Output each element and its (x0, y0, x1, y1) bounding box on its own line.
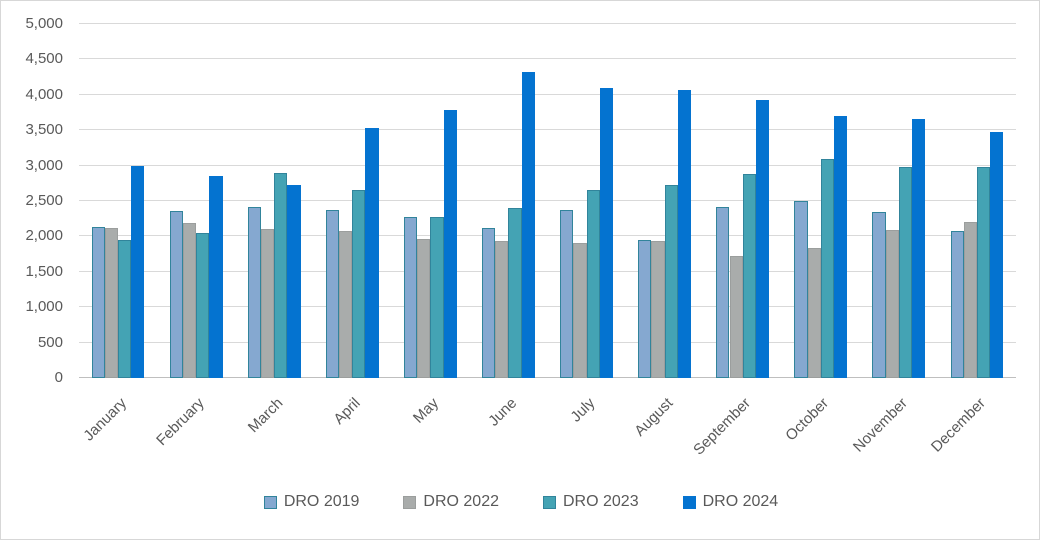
bar-dro-2023-february (196, 232, 210, 378)
legend-label-dro-2019: DRO 2019 (283, 493, 360, 510)
gridline (79, 341, 1016, 343)
gridline (79, 129, 1016, 131)
gridline (79, 23, 1016, 24)
bar-dro-2019-december (950, 231, 964, 378)
x-axis-label-october: October (782, 394, 833, 445)
bar-dro-2023-may (430, 217, 444, 378)
bar-dro-2019-november (872, 212, 886, 378)
bar-dro-2023-november (898, 167, 913, 378)
bar-dro-2022-october (807, 247, 821, 378)
bar-dro-2023-december (976, 167, 991, 378)
bar-dro-2024-december (990, 132, 1004, 378)
gridline (79, 200, 1016, 201)
y-axis-tick-label: 1,000 (25, 298, 63, 316)
bar-dro-2019-september (716, 206, 730, 378)
y-axis-tick-label: 3,000 (25, 156, 63, 174)
bar-dro-2024-july (599, 87, 613, 378)
bar-dro-2023-september (742, 174, 756, 378)
legend-swatch-dro-2019-icon (263, 495, 277, 509)
gridline (79, 58, 1016, 60)
bar-dro-2024-october (833, 116, 848, 378)
legend-item-dro-2019: DRO 2019 (263, 493, 360, 511)
bar-dro-2022-april (339, 231, 353, 378)
bar-dro-2024-april (365, 128, 379, 378)
x-axis-label-june: June (485, 394, 521, 430)
bar-dro-2019-august (638, 239, 652, 378)
bar-dro-2022-may (417, 239, 431, 378)
plot-area (79, 23, 1016, 378)
bar-dro-2023-june (508, 208, 522, 378)
bar-dro-2022-september (729, 255, 743, 378)
x-axis-line (79, 377, 1016, 378)
legend-item-dro-2022: DRO 2022 (403, 493, 499, 511)
bar-dro-2019-may (403, 216, 418, 378)
y-axis-tick-label: 3,500 (25, 121, 63, 139)
bar-dro-2023-august (664, 184, 678, 378)
bar-dro-2019-june (482, 227, 496, 378)
bar-dro-2019-march (247, 206, 261, 378)
gridline (79, 93, 1016, 95)
gridline (79, 270, 1016, 272)
y-axis-tick-label: 2,000 (25, 227, 63, 245)
gridline (79, 306, 1016, 308)
bar-dro-2022-february (182, 222, 197, 378)
x-axis-label-december: December (927, 394, 989, 456)
gridline (79, 235, 1016, 237)
bar-dro-2019-january (91, 226, 105, 378)
bar-dro-2024-november (912, 118, 926, 378)
x-axis-label-august: August (631, 394, 677, 440)
x-axis-label-march: March (244, 394, 286, 437)
bar-dro-2022-january (104, 227, 119, 378)
bar-dro-2019-july (560, 209, 574, 378)
legend: DRO 2019 DRO 2022 DRO 2023 DRO 2024 (1, 493, 1039, 511)
bar-dro-2019-february (169, 210, 183, 378)
bar-dro-2022-march (261, 229, 275, 378)
bar-dro-2022-june (495, 241, 509, 378)
x-axis-label-may: May (409, 394, 443, 427)
y-axis-tick-label: 0 (54, 369, 63, 386)
bar-dro-2024-september (755, 99, 770, 378)
bar-dro-2024-august (677, 89, 691, 378)
y-axis-tick-label: 4,500 (25, 50, 63, 68)
y-axis-tick-label: 500 (37, 333, 63, 351)
legend-label-dro-2022: DRO 2022 (423, 493, 499, 510)
legend-item-dro-2023: DRO 2023 (543, 493, 639, 511)
bar-dro-2022-july (573, 242, 587, 378)
bar-dro-2023-january (118, 239, 132, 378)
bar-dro-2019-april (325, 209, 340, 378)
bar-dro-2022-december (963, 221, 977, 378)
legend-swatch-dro-2024-icon (682, 495, 696, 509)
bar-dro-2024-february (209, 176, 223, 378)
y-axis-tick-label: 2,500 (25, 192, 63, 209)
bar-dro-2024-january (131, 165, 145, 378)
x-axis-label-september: September (690, 394, 755, 459)
y-axis-tick-label: 4,000 (25, 85, 63, 103)
bar-dro-2023-october (820, 158, 834, 378)
legend-item-dro-2024: DRO 2024 (682, 493, 779, 511)
bar-dro-2019-october (794, 201, 808, 378)
bar-dro-2023-march (274, 172, 288, 378)
bar-dro-2024-june (521, 72, 535, 378)
legend-swatch-dro-2023-icon (543, 495, 556, 509)
bar-dro-2022-november (885, 230, 899, 378)
x-axis-label-january: January (79, 394, 130, 445)
x-axis-label-february: February (153, 394, 208, 450)
x-axis-label-april: April (330, 394, 364, 428)
x-axis-label-november: November (849, 394, 911, 456)
y-axis-tick-label: 5,000 (25, 15, 63, 32)
gridline (79, 164, 1016, 166)
bar-dro-2024-may (443, 109, 457, 378)
y-axis-tick-label: 1,500 (25, 262, 63, 280)
bar-dro-2022-august (651, 240, 665, 378)
x-axis-label-july: July (567, 394, 599, 426)
bar-dro-2023-july (586, 190, 600, 378)
legend-label-dro-2023: DRO 2023 (563, 493, 639, 510)
legend-swatch-dro-2022-icon (403, 495, 417, 509)
legend-label-dro-2024: DRO 2024 (702, 493, 779, 510)
bar-dro-2024-march (287, 185, 301, 378)
bar-dro-2023-april (352, 190, 366, 378)
